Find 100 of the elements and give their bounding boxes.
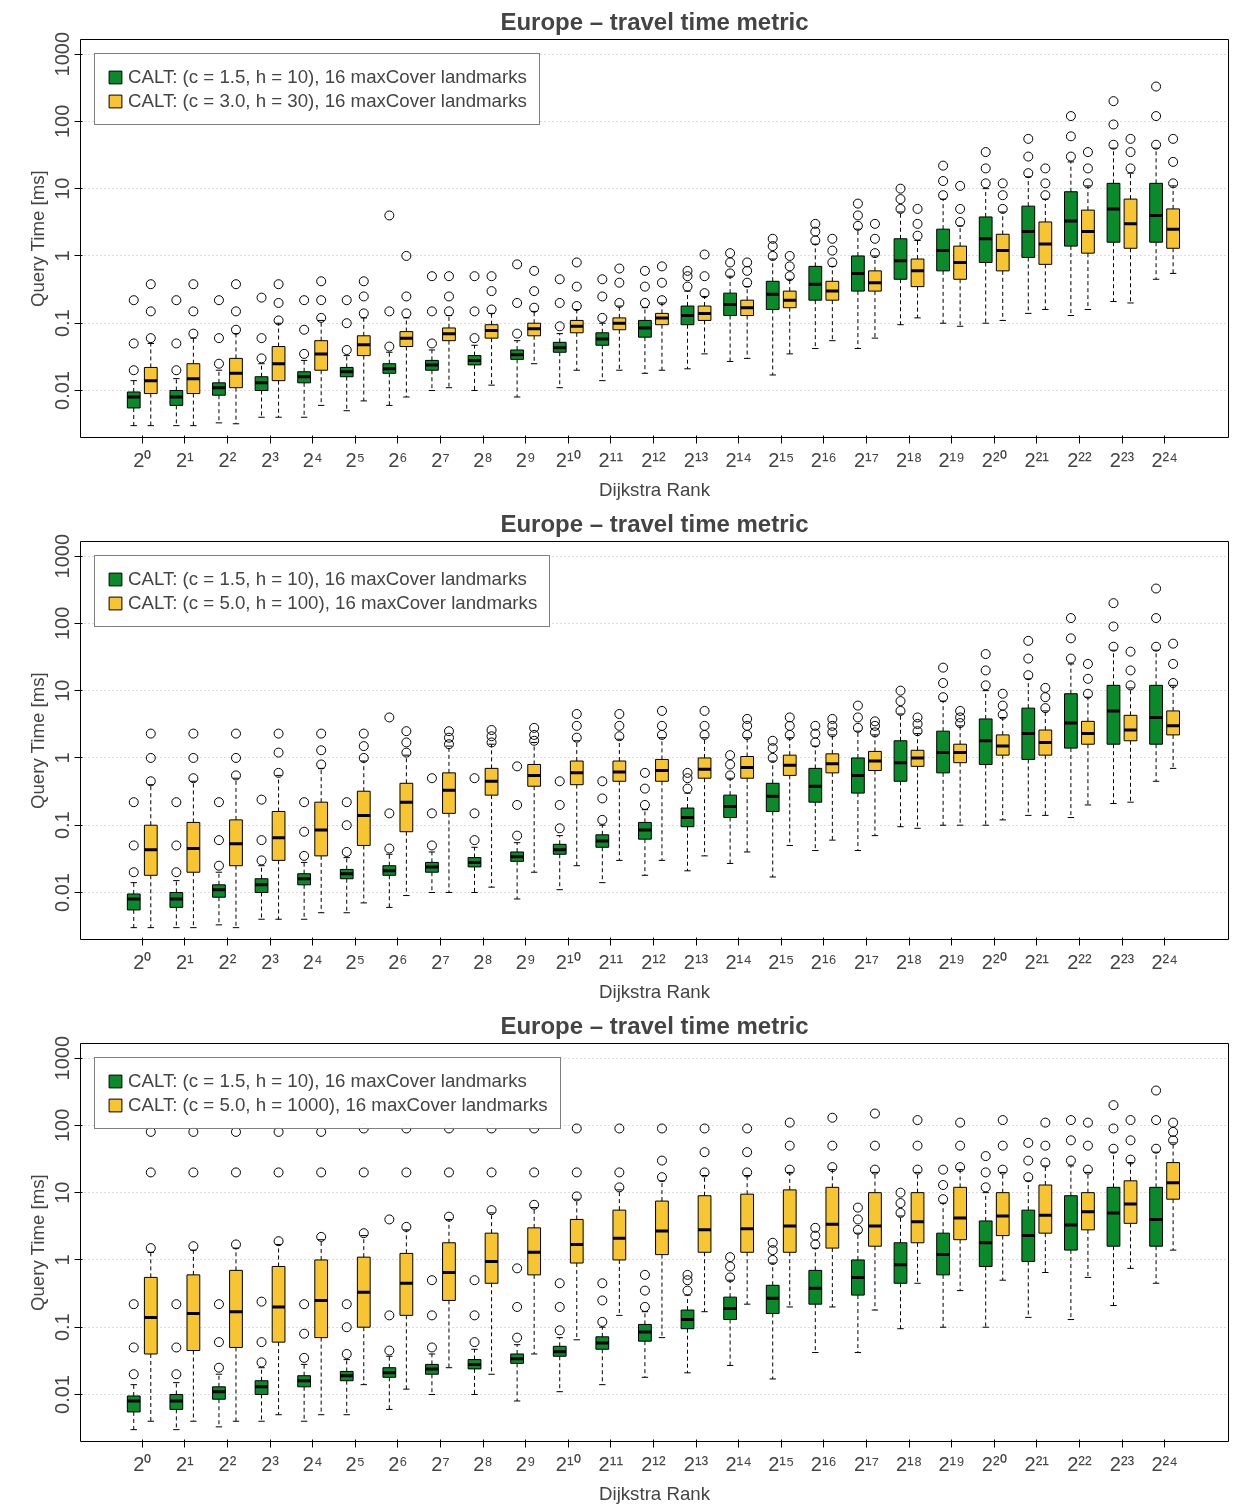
- x-tick-label: 2⁵: [345, 1452, 365, 1475]
- x-tick-label: 2¹¹: [598, 448, 624, 471]
- legend-label: CALT: (c = 1.5, h = 10), 16 maxCover landmarks: [128, 568, 527, 590]
- y-tick-label: 1000: [51, 31, 74, 77]
- x-tick-label: 2¹⁸: [895, 448, 923, 471]
- legend-label: CALT: (c = 5.0, h = 100), 16 maxCover landmarks: [128, 592, 538, 614]
- x-tick-label: 2¹: [175, 448, 195, 471]
- x-tick-label: 2⁴: [302, 448, 323, 471]
- chart-title: Europe – travel time metric: [500, 7, 809, 35]
- x-tick-label: 2⁹: [515, 448, 536, 471]
- x-tick-label: 2⁶: [388, 448, 408, 471]
- x-tick-label: 2¹⁵: [768, 1452, 795, 1475]
- x-tick-label: 2⁵: [345, 448, 365, 471]
- x-tick-label: 2³: [261, 1452, 280, 1475]
- y-tick-label: 0.1: [51, 811, 74, 840]
- x-tick-label: 2¹⁴: [725, 448, 752, 471]
- x-tick-label: 2⁷: [431, 950, 450, 973]
- x-axis-title: Dijkstra Rank: [599, 980, 711, 1002]
- x-axis-title: Dijkstra Rank: [599, 1482, 711, 1504]
- x-tick-label: 2²: [218, 1452, 237, 1475]
- x-tick-label: 2²⁴: [1151, 1452, 1178, 1475]
- x-tick-label: 2⁹: [515, 950, 536, 973]
- x-axis-title: Dijkstra Rank: [599, 478, 711, 500]
- chart-title: Europe – travel time metric: [500, 509, 809, 537]
- x-tick-label: 2²²: [1067, 950, 1092, 973]
- x-tick-label: 2¹⁷: [853, 950, 879, 973]
- x-tick-label: 2⁴: [302, 1452, 323, 1475]
- x-tick-label: 2²⁴: [1151, 950, 1178, 973]
- x-tick-label: 2²²: [1067, 1452, 1092, 1475]
- x-tick-label: 2⁰: [133, 448, 152, 471]
- x-tick-label: 2⁹: [515, 1452, 536, 1475]
- x-tick-label: 2⁸: [473, 1452, 493, 1475]
- x-tick-label: 2¹⁵: [768, 448, 795, 471]
- x-tick-label: 2⁰: [133, 950, 152, 973]
- x-tick-label: 2¹¹: [598, 1452, 624, 1475]
- legend-label: CALT: (c = 1.5, h = 10), 16 maxCover landmarks: [128, 1070, 527, 1092]
- chart-title: Europe – travel time metric: [500, 1011, 809, 1039]
- y-axis-title: Query Time [ms]: [26, 170, 48, 308]
- x-tick-label: 2⁶: [388, 950, 408, 973]
- x-tick-label: 2²: [218, 448, 237, 471]
- x-tick-label: 2²¹: [1024, 950, 1050, 973]
- x-tick-label: 2²⁴: [1151, 448, 1178, 471]
- x-tick-label: 2²¹: [1024, 448, 1050, 471]
- x-tick-label: 2²⁰: [981, 448, 1007, 471]
- legend-label: CALT: (c = 3.0, h = 30), 16 maxCover landmarks: [128, 90, 527, 112]
- x-tick-label: 2¹⁹: [938, 1452, 965, 1475]
- x-tick-label: 2³: [261, 448, 280, 471]
- x-tick-label: 2¹³: [683, 950, 709, 973]
- x-tick-label: 2¹⁴: [725, 950, 752, 973]
- y-tick-label: 0.1: [51, 309, 74, 338]
- x-tick-label: 2¹⁰: [555, 1452, 581, 1475]
- x-tick-label: 2²³: [1109, 1452, 1135, 1475]
- x-tick-label: 2⁵: [345, 950, 365, 973]
- x-tick-label: 2¹²: [641, 448, 666, 471]
- legend-label: CALT: (c = 1.5, h = 10), 16 maxCover landmarks: [128, 66, 527, 88]
- y-tick-label: 0.01: [51, 371, 74, 410]
- x-tick-label: 2²⁰: [981, 950, 1007, 973]
- y-tick-label: 10: [51, 177, 74, 200]
- y-tick-label: 1: [51, 1254, 74, 1266]
- x-tick-label: 2¹⁴: [725, 1452, 752, 1475]
- x-tick-label: 2¹⁶: [810, 1452, 837, 1475]
- y-tick-label: 0.1: [51, 1313, 74, 1342]
- x-tick-label: 2¹¹: [598, 950, 624, 973]
- x-tick-label: 2¹²: [641, 950, 666, 973]
- y-axis-title: Query Time [ms]: [26, 672, 48, 810]
- x-tick-label: 2⁴: [302, 950, 323, 973]
- y-tick-label: 10: [51, 1181, 74, 1204]
- x-tick-label: 2¹⁵: [768, 950, 795, 973]
- y-tick-label: 0.01: [51, 873, 74, 912]
- y-tick-label: 1: [51, 250, 74, 262]
- x-tick-label: 2¹: [175, 1452, 195, 1475]
- y-tick-label: 100: [51, 104, 74, 139]
- x-tick-label: 2¹⁷: [853, 448, 879, 471]
- x-tick-label: 2²¹: [1024, 1452, 1050, 1475]
- y-tick-label: 100: [51, 606, 74, 641]
- x-tick-label: 2²³: [1109, 950, 1135, 973]
- y-tick-label: 0.01: [51, 1375, 74, 1414]
- y-tick-label: 10: [51, 679, 74, 702]
- y-tick-label: 100: [51, 1108, 74, 1143]
- y-tick-label: 1000: [51, 1035, 74, 1081]
- x-tick-label: 2⁷: [431, 1452, 450, 1475]
- y-tick-label: 1000: [51, 533, 74, 579]
- x-tick-label: 2¹²: [641, 1452, 666, 1475]
- x-tick-label: 2¹⁰: [555, 448, 581, 471]
- x-tick-label: 2¹: [175, 950, 195, 973]
- x-tick-label: 2¹⁸: [895, 1452, 923, 1475]
- x-tick-label: 2⁶: [388, 1452, 408, 1475]
- x-tick-label: 2¹⁶: [810, 950, 837, 973]
- x-tick-label: 2¹⁸: [895, 950, 923, 973]
- x-tick-label: 2¹⁶: [810, 448, 837, 471]
- x-tick-label: 2³: [261, 950, 280, 973]
- x-tick-label: 2⁰: [133, 1452, 152, 1475]
- x-tick-label: 2²: [218, 950, 237, 973]
- y-tick-label: 1: [51, 752, 74, 764]
- x-tick-label: 2¹⁹: [938, 950, 965, 973]
- x-tick-label: 2⁸: [473, 448, 493, 471]
- x-tick-label: 2²²: [1067, 448, 1092, 471]
- legend-label: CALT: (c = 5.0, h = 1000), 16 maxCover landmarks: [128, 1094, 548, 1116]
- x-tick-label: 2¹⁷: [853, 1452, 879, 1475]
- x-tick-label: 2²³: [1109, 448, 1135, 471]
